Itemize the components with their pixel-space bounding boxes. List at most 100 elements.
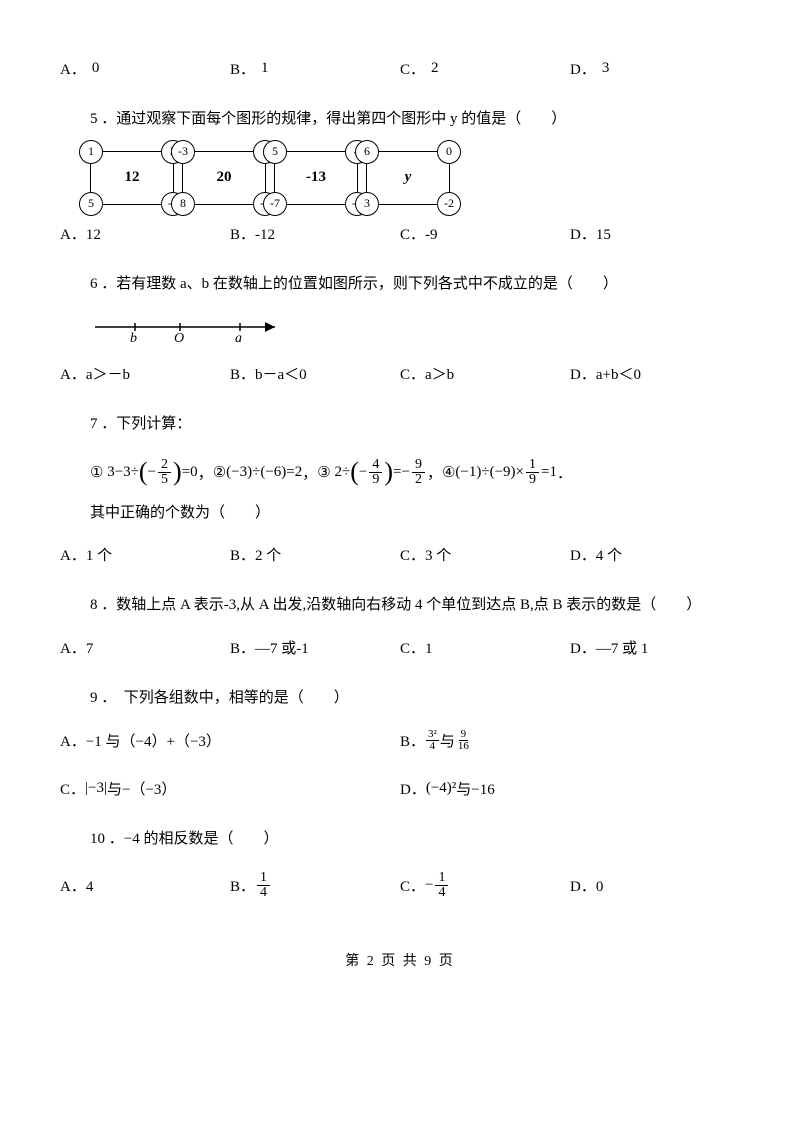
q10-text: 10 ．−4 的相反数是（ ） xyxy=(90,827,740,853)
corner-br: -2 xyxy=(437,192,461,216)
pattern-box-2: -3 1 8 -4 20 xyxy=(182,151,266,205)
tail: 与−（−3） xyxy=(107,778,176,799)
eq2: ② (−3)÷(−6)=2 xyxy=(213,463,303,482)
q4-options: A． 0 B． 1 C． 2 D． 3 xyxy=(60,58,740,79)
circ-4: ④ xyxy=(442,463,455,482)
eq3a: 2÷ xyxy=(334,464,350,481)
pattern-box-4: 6 0 3 -2 y xyxy=(366,151,450,205)
opt-value: 1 xyxy=(261,60,269,77)
label-a: a xyxy=(235,331,242,347)
neg: − xyxy=(425,877,433,894)
q9-opt-a: A．−1 与（−4）+（−3） xyxy=(60,729,400,752)
circ-1: ① xyxy=(90,463,103,482)
q8-opt-a: A．7 xyxy=(60,637,230,658)
frac: 19 xyxy=(526,458,539,487)
q8-options: A．7 B．—7 或-1 C．1 D．—7 或 1 xyxy=(60,637,740,658)
q7-text: 7 ．下列计算： xyxy=(90,412,740,438)
q4-opt-a: A． 0 xyxy=(60,58,230,79)
q7-options: A．1 个 B．2 个 C．3 个 D．4 个 xyxy=(60,544,740,565)
eq1: ① 3−3÷ (− 25 ) =0 xyxy=(90,458,198,487)
q5-text: 5 ．通过观察下面每个图形的规律，得出第四个图形中 y 的值是（ ） xyxy=(90,107,740,133)
q5-opt-c: C．-9 xyxy=(400,223,570,244)
q6-opt-c: C．a＞b xyxy=(400,363,570,384)
pattern-box-1: 1 2 5 -2 12 xyxy=(90,151,174,205)
eq2-text: (−3)÷(−6)=2 xyxy=(226,464,302,481)
q7-correct: 其中正确的个数为（ ） xyxy=(90,501,740,527)
corner-tl: 1 xyxy=(79,140,103,164)
rparen-icon: ) xyxy=(173,459,182,485)
q7-opt-c: C．3 个 xyxy=(400,544,570,565)
q5-figures: 1 2 5 -2 12 -3 1 8 -4 20 5 4 -7 -3 -13 6… xyxy=(90,151,740,205)
q5-opt-d: D．15 xyxy=(570,223,740,244)
circ-2: ② xyxy=(213,463,226,482)
page-content: A． 0 B． 1 C． 2 D． 3 5 ．通过观察下面每个图形的规律，得出第… xyxy=(0,0,800,1000)
frac: 3²4 xyxy=(426,729,439,752)
opt-value: 2 xyxy=(431,60,439,77)
q10-opt-b: B． 14 xyxy=(230,871,400,900)
frac: 25 xyxy=(158,458,171,487)
q6-opt-d: D．a+b＜0 xyxy=(570,363,740,384)
corner-bl: -7 xyxy=(263,192,287,216)
q10-opt-c: C． − 14 xyxy=(400,871,570,900)
q7-equations: ① 3−3÷ (− 25 ) =0 ， ② (−3)÷(−6)=2 ， ③ 2÷… xyxy=(90,458,740,487)
corner-tl: 6 xyxy=(355,140,379,164)
pattern-box-3: 5 4 -7 -3 -13 xyxy=(274,151,358,205)
q5-opt-a: A．12 xyxy=(60,223,230,244)
opt-value: 3 xyxy=(602,60,610,77)
q4-opt-b: B． 1 xyxy=(230,58,400,79)
q9-opt-b: B． 3²4 与 916 xyxy=(400,729,740,752)
q10-opt-d: D．0 xyxy=(570,871,740,900)
eq1a: 3−3÷ xyxy=(107,464,139,481)
comma: ， xyxy=(427,462,442,483)
label-O: O xyxy=(174,331,184,347)
eq1b: =0 xyxy=(182,464,198,481)
q7-opt-d: D．4 个 xyxy=(570,544,740,565)
tail: 与−16 xyxy=(456,778,494,799)
comma: ， xyxy=(302,462,317,483)
number-line-figure: b O a xyxy=(90,315,290,345)
q9-opt-c: C． |−3| 与−（−3） xyxy=(60,778,400,799)
q8-opt-c: C．1 xyxy=(400,637,570,658)
period: ． xyxy=(557,462,572,483)
opt-label: B． xyxy=(230,58,255,79)
opt-label: C． xyxy=(60,778,85,799)
opt-label: B． xyxy=(230,875,255,896)
opt-label: A． xyxy=(60,58,86,79)
eq4: ④ (−1)÷(−9)× 19 =1 xyxy=(442,458,557,487)
yu: 与 xyxy=(440,730,455,751)
eq3b: =− xyxy=(393,464,410,481)
corner-tl: 5 xyxy=(263,140,287,164)
frac: 14 xyxy=(435,871,448,900)
comma: ， xyxy=(198,462,213,483)
label-b: b xyxy=(130,331,137,347)
q7-opt-a: A．1 个 xyxy=(60,544,230,565)
page-footer: 第 2 页 共 9 页 xyxy=(60,950,740,970)
q6-text: 6 ．若有理数 a、b 在数轴上的位置如图所示，则下列各式中不成立的是（ ） xyxy=(90,272,740,298)
lparen-icon: ( xyxy=(139,459,148,485)
opt-label: C． xyxy=(400,875,425,896)
box-mid: -13 xyxy=(306,169,326,186)
q5-options: A．12 B．-12 C．-9 D．15 xyxy=(60,223,740,244)
q8-opt-d: D．—7 或 1 xyxy=(570,637,740,658)
q9-options: A．−1 与（−4）+（−3） B． 3²4 与 916 C． |−3| 与−（… xyxy=(60,729,740,799)
q8-opt-b: B．—7 或-1 xyxy=(230,637,400,658)
q10-opt-a: A．4 xyxy=(60,871,230,900)
q8-text: 8 ．数轴上点 A 表示-3,从 A 出发,沿数轴向右移动 4 个单位到达点 B… xyxy=(90,593,740,619)
q6-opt-b: B．b－a＜0 xyxy=(230,363,400,384)
q9-opt-d: D． (−4)² 与−16 xyxy=(400,778,740,799)
frac: 49 xyxy=(369,458,382,487)
rparen-icon: ) xyxy=(384,459,393,485)
circ-3: ③ xyxy=(317,463,330,482)
box-mid: y xyxy=(405,169,412,186)
lparen-icon: ( xyxy=(350,459,359,485)
frac: 14 xyxy=(257,871,270,900)
q4-opt-c: C． 2 xyxy=(400,58,570,79)
corner-tr: 0 xyxy=(437,140,461,164)
q5-opt-b: B．-12 xyxy=(230,223,400,244)
corner-bl: 8 xyxy=(171,192,195,216)
corner-bl: 5 xyxy=(79,192,103,216)
frac: 92 xyxy=(412,458,425,487)
q9-text: 9 ． 下列各组数中，相等的是（ ） xyxy=(90,686,740,712)
opt-label: D． xyxy=(400,778,426,799)
pow: (−4)² xyxy=(426,780,456,797)
